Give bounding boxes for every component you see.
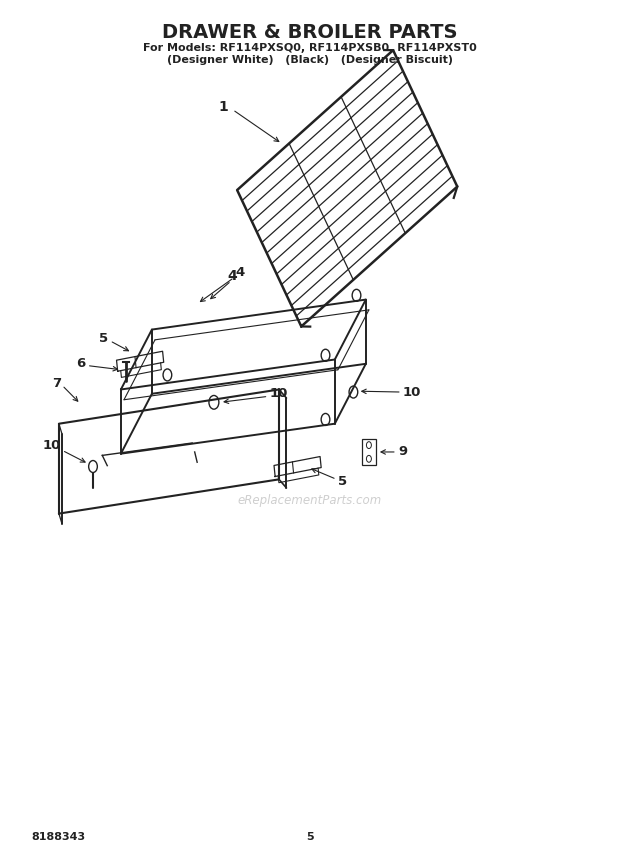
Text: 10: 10 xyxy=(42,438,61,452)
Text: 5: 5 xyxy=(338,474,347,488)
Text: For Models: RF114PXSQ0, RF114PXSB0, RF114PXST0: For Models: RF114PXSQ0, RF114PXSB0, RF11… xyxy=(143,43,477,53)
Text: 4: 4 xyxy=(236,265,245,279)
Text: eReplacementParts.com: eReplacementParts.com xyxy=(238,494,382,508)
Text: 5: 5 xyxy=(99,331,108,345)
Text: 10: 10 xyxy=(270,387,288,401)
Text: 10: 10 xyxy=(403,385,422,399)
Text: DRAWER & BROILER PARTS: DRAWER & BROILER PARTS xyxy=(162,23,458,42)
Text: 8188343: 8188343 xyxy=(31,832,85,842)
Circle shape xyxy=(89,461,97,473)
Bar xyxy=(362,439,376,465)
Text: 9: 9 xyxy=(398,445,407,459)
Text: (Designer White)   (Black)   (Designer Biscuit): (Designer White) (Black) (Designer Biscu… xyxy=(167,55,453,65)
Text: 4: 4 xyxy=(228,269,237,282)
Text: 1: 1 xyxy=(218,100,228,114)
Text: 6: 6 xyxy=(76,357,86,371)
Text: 7: 7 xyxy=(51,377,61,390)
Text: 5: 5 xyxy=(306,832,314,842)
